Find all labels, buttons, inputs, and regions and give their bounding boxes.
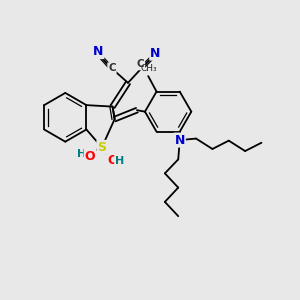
Text: N: N (150, 46, 161, 60)
Text: N: N (93, 45, 104, 58)
Text: H: H (115, 156, 124, 166)
Text: S: S (98, 141, 106, 154)
Text: O: O (85, 150, 95, 163)
Text: CH₃: CH₃ (140, 64, 157, 73)
Text: C: C (137, 59, 144, 69)
Text: H: H (77, 149, 87, 159)
Text: C: C (108, 63, 116, 73)
Text: N: N (175, 134, 185, 147)
Text: O: O (107, 154, 118, 167)
